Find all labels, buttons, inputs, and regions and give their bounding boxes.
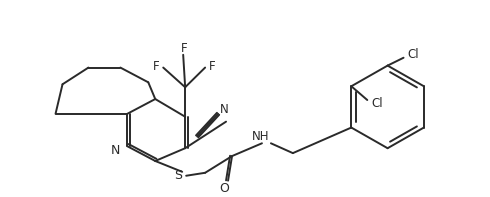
Text: Cl: Cl [371, 98, 383, 111]
Text: F: F [181, 42, 188, 55]
Text: NH: NH [252, 130, 270, 143]
Text: N: N [111, 144, 121, 157]
Text: F: F [153, 60, 160, 73]
Text: O: O [219, 182, 229, 195]
Text: Cl: Cl [408, 48, 419, 61]
Text: F: F [209, 60, 216, 73]
Text: N: N [220, 103, 228, 116]
Text: S: S [174, 169, 182, 182]
